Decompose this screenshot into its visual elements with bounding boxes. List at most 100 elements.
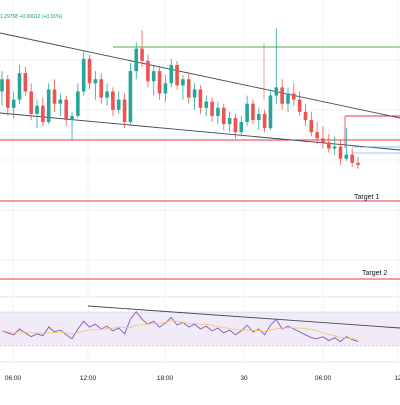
candle[interactable] [350, 148, 354, 167]
candle[interactable] [198, 85, 203, 114]
candle-body [81, 58, 86, 92]
candle[interactable] [93, 71, 98, 100]
candle-body [204, 101, 209, 108]
candle-body [151, 71, 156, 82]
candle[interactable] [169, 58, 174, 88]
rsi-line[interactable] [1, 310, 359, 343]
candle[interactable] [344, 128, 349, 161]
candle-body [303, 111, 308, 120]
candle[interactable] [233, 113, 238, 139]
candle-body [332, 146, 337, 149]
upper-trendline[interactable] [0, 32, 400, 119]
time-tick-label: 12:00 [80, 375, 97, 382]
candle[interactable] [140, 30, 144, 67]
candle-body [181, 79, 185, 86]
candle[interactable] [332, 136, 337, 155]
time-tick-label: 30 [240, 375, 248, 382]
candle-body [239, 122, 244, 133]
candle[interactable] [292, 83, 296, 106]
candle[interactable] [46, 83, 51, 125]
candle[interactable] [17, 64, 22, 104]
candle-body [29, 91, 33, 114]
candle[interactable] [192, 83, 197, 110]
candle-body [297, 99, 302, 112]
candle[interactable] [327, 134, 331, 153]
candle[interactable] [99, 73, 104, 104]
candle[interactable] [0, 71, 4, 106]
candle[interactable] [175, 60, 179, 90]
candle-body [23, 73, 28, 92]
candle[interactable] [87, 54, 92, 90]
rsi-trendline[interactable] [87, 305, 400, 329]
candle-body [262, 113, 267, 129]
candle[interactable] [286, 87, 290, 112]
candle[interactable] [116, 91, 121, 114]
candle[interactable] [315, 122, 319, 145]
candle[interactable] [11, 91, 16, 118]
candle[interactable] [274, 28, 279, 104]
candle-body [70, 115, 74, 120]
candle[interactable] [356, 156, 360, 169]
candle[interactable] [70, 111, 74, 141]
candle-body [186, 79, 191, 98]
candle[interactable] [227, 111, 232, 133]
candle[interactable] [256, 107, 261, 131]
candle[interactable] [105, 83, 109, 106]
candle[interactable] [134, 42, 139, 80]
candle-body [122, 99, 127, 123]
candle[interactable] [64, 95, 68, 127]
candle[interactable] [163, 75, 168, 102]
candle-body [327, 142, 331, 149]
candle-body [227, 117, 232, 125]
candle[interactable] [111, 87, 115, 116]
candle[interactable] [122, 93, 127, 129]
candle-body [116, 99, 121, 110]
grid-lines [0, 0, 400, 362]
candle[interactable] [29, 83, 33, 120]
candle-body [210, 101, 214, 116]
candle[interactable] [321, 126, 325, 149]
candle-body [274, 87, 279, 96]
candle[interactable] [251, 99, 255, 125]
candle[interactable] [303, 103, 308, 127]
candle[interactable] [41, 97, 45, 127]
candle[interactable] [221, 103, 226, 131]
candle[interactable] [181, 75, 185, 100]
candles-group[interactable] [0, 28, 360, 169]
candle-body [169, 64, 174, 84]
candle[interactable] [151, 64, 156, 96]
candle[interactable] [6, 75, 10, 116]
candle[interactable] [280, 79, 284, 110]
time-tick-label: 18:00 [157, 375, 174, 382]
candle[interactable] [52, 79, 57, 112]
candle[interactable] [35, 99, 39, 129]
candle[interactable] [297, 91, 302, 116]
candle-body [268, 95, 273, 129]
candle[interactable] [216, 101, 220, 125]
candle-body [6, 79, 10, 108]
candle[interactable] [239, 115, 244, 137]
candle[interactable] [338, 140, 343, 165]
candle[interactable] [245, 95, 249, 127]
candle[interactable] [81, 50, 86, 96]
candle[interactable] [186, 73, 191, 104]
candle[interactable] [262, 109, 267, 133]
candle-body [192, 89, 197, 98]
candle[interactable] [204, 95, 209, 116]
candle-body [35, 105, 39, 114]
candle[interactable] [268, 89, 273, 131]
rsi-group[interactable] [1, 310, 359, 343]
candle[interactable] [23, 67, 28, 96]
candle-body [99, 79, 104, 98]
candle[interactable] [128, 62, 133, 125]
candle[interactable] [58, 93, 63, 116]
candle-body [256, 113, 261, 120]
candle[interactable] [76, 83, 80, 118]
candle[interactable] [146, 54, 150, 88]
candle[interactable] [157, 67, 162, 100]
candle[interactable] [210, 97, 214, 123]
candle-body [315, 132, 319, 139]
candle[interactable] [309, 111, 314, 137]
